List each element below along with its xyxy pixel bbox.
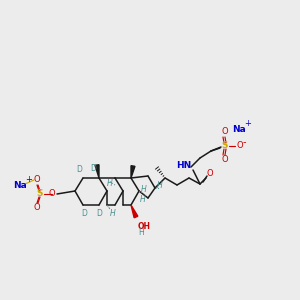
Text: -: -	[242, 137, 246, 147]
Text: D: D	[96, 209, 102, 218]
Text: H: H	[107, 179, 113, 188]
Text: S: S	[222, 142, 228, 151]
Text: H: H	[110, 209, 116, 218]
Text: H: H	[138, 228, 144, 237]
Text: +: +	[26, 176, 32, 184]
Text: OH: OH	[138, 222, 151, 231]
Text: D: D	[76, 165, 82, 174]
Polygon shape	[95, 165, 99, 178]
Text: HN: HN	[176, 161, 191, 170]
Text: O: O	[222, 128, 228, 136]
Polygon shape	[131, 166, 135, 178]
Text: O: O	[237, 142, 243, 151]
Text: O: O	[48, 190, 55, 199]
Text: O: O	[207, 169, 213, 178]
Text: H: H	[140, 195, 146, 204]
Text: D: D	[90, 164, 96, 173]
Text: O: O	[34, 176, 40, 184]
Text: S: S	[37, 190, 43, 199]
Text: Na: Na	[232, 124, 246, 134]
Text: O: O	[34, 203, 40, 212]
Text: O: O	[222, 155, 228, 164]
Text: H: H	[141, 185, 147, 194]
Text: Na: Na	[13, 182, 27, 190]
Text: H: H	[157, 182, 163, 190]
Polygon shape	[131, 205, 138, 218]
Text: D: D	[81, 209, 87, 218]
Text: +: +	[244, 118, 251, 127]
